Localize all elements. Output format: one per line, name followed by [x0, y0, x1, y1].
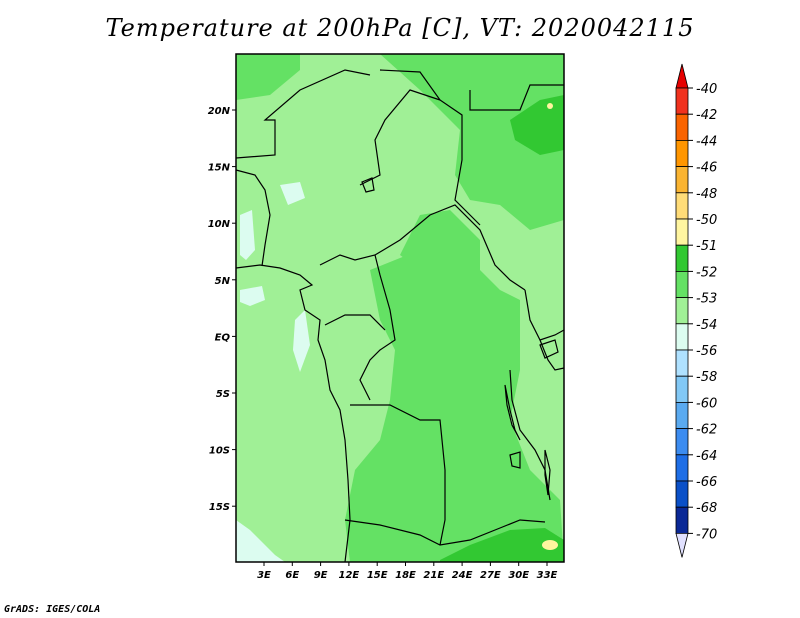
- colorbar: -40 -42 -44 -46 -48 -50 -51 -52 -53 -54 -56 -58 -60 -…: [675, 63, 717, 558]
- colorbar-label: -48: [696, 187, 717, 202]
- zone-51-south-east: [440, 528, 564, 562]
- colorbar-label: -66: [696, 475, 717, 490]
- zone-52-congo-basin: [345, 250, 564, 562]
- border-chad: [359, 89, 441, 186]
- zone-54-west: [240, 210, 255, 260]
- lake-malawi: [544, 449, 551, 496]
- border-south-2: [344, 519, 546, 546]
- colorbar-segment: [675, 87, 689, 115]
- colorbar-label: -44: [696, 134, 717, 149]
- colorbar-segment: [675, 454, 689, 482]
- lon-label: 33E: [537, 570, 558, 581]
- lon-axis: 3E 6E 9E 12E 15E 18E 21E 24E 27E 30E 33E: [257, 562, 558, 581]
- colorbar-label: -52: [696, 265, 717, 280]
- lat-label: 5N: [215, 276, 231, 287]
- credit-text: GrADS: IGES/COLA: [4, 604, 101, 615]
- lake-chad: [361, 177, 375, 193]
- lake-victoria-shore: [539, 339, 559, 359]
- colorbar-label: -53: [696, 292, 717, 307]
- colorbar-label: -62: [696, 423, 717, 438]
- zone-52-central: [400, 210, 480, 285]
- lon-label: 18E: [395, 570, 416, 581]
- lat-label: EQ: [215, 332, 231, 343]
- colorbar-label: -64: [696, 449, 717, 464]
- lat-label: 20N: [208, 106, 231, 117]
- lon-label: 12E: [339, 570, 360, 581]
- map-frame: [235, 53, 565, 563]
- zone-50-spot-south: [542, 540, 558, 550]
- colorbar-segment: [675, 244, 689, 272]
- lat-label: 15N: [208, 163, 231, 174]
- lat-label: 15S: [209, 502, 230, 513]
- colorbar-label: -42: [696, 108, 717, 123]
- zone-54-gulf: [240, 286, 265, 306]
- colorbar-segment: [675, 401, 689, 429]
- border-gabon: [324, 314, 386, 331]
- colorbar-label: -50: [696, 213, 717, 228]
- colorbar-label: -40: [696, 82, 717, 97]
- lat-label: 5S: [216, 389, 230, 400]
- colorbar-label: -51: [696, 239, 717, 254]
- zone-52-north-east: [380, 54, 564, 230]
- zone-52-east-sahel: [236, 54, 300, 100]
- colorbar-label: -70: [696, 527, 717, 542]
- border-east-2: [469, 84, 564, 111]
- lon-label: 30E: [508, 570, 529, 581]
- lat-label: 10S: [209, 446, 230, 457]
- border-east-3: [539, 339, 565, 371]
- colorbar-segment: [675, 166, 689, 194]
- zone-51-north-east: [510, 95, 564, 155]
- colorbar-label: -46: [696, 161, 717, 176]
- colorbar-segment: [675, 192, 689, 220]
- lon-label: 6E: [285, 570, 299, 581]
- lon-label: 21E: [423, 570, 444, 581]
- colorbar-segment: [675, 428, 689, 456]
- lon-label: 27E: [480, 570, 501, 581]
- colorbar-label: -60: [696, 396, 717, 411]
- lakes: [361, 177, 559, 496]
- colorbar-segment: [675, 139, 689, 167]
- coastline-west: [235, 264, 351, 563]
- border-north-2: [379, 69, 481, 226]
- lake-tanganyika: [504, 384, 521, 441]
- lat-axis: 20N 15N 10N 5N EQ 5S 10S 15S: [208, 106, 236, 513]
- colorbar-segment: [675, 375, 689, 403]
- colorbar-segment: [675, 113, 689, 141]
- chart-title: Temperature at 200hPa [C], VT: 202004211…: [105, 14, 695, 42]
- colorbar-label: -68: [696, 501, 717, 516]
- colorbar-segment: [675, 270, 689, 298]
- lon-label: 24E: [452, 570, 473, 581]
- colorbar-label: -56: [696, 344, 717, 359]
- colorbar-label: -58: [696, 370, 717, 385]
- border-great-lakes: [509, 369, 551, 501]
- borders: [235, 69, 565, 563]
- border-south-1: [350, 404, 446, 546]
- colorbar-segment: [675, 349, 689, 377]
- colorbar-label: -54: [696, 318, 717, 333]
- lon-label: 9E: [314, 570, 328, 581]
- colorbar-top-arrow: [675, 63, 689, 89]
- zone-54-south-west: [236, 520, 285, 562]
- colorbar-bottom-arrow: [675, 533, 689, 558]
- colorbar-segment: [675, 323, 689, 351]
- border-central-2: [359, 254, 396, 401]
- lon-label: 3E: [257, 570, 271, 581]
- lake-mweru: [509, 451, 521, 469]
- lon-label: 15E: [367, 570, 388, 581]
- colorbar-segment: [675, 218, 689, 246]
- zone-50-spot-north: [547, 103, 553, 109]
- lat-label: 10N: [208, 219, 231, 230]
- border-central-1: [319, 204, 526, 291]
- zone-54-north: [280, 182, 305, 205]
- map-area: [235, 53, 565, 563]
- border-north-1: [235, 69, 371, 159]
- border-north-west: [235, 169, 271, 267]
- colorbar-segment: [675, 297, 689, 325]
- colorbar-segment: [675, 480, 689, 508]
- colorbar-segment: [675, 506, 689, 534]
- zone-54-lake: [293, 310, 310, 372]
